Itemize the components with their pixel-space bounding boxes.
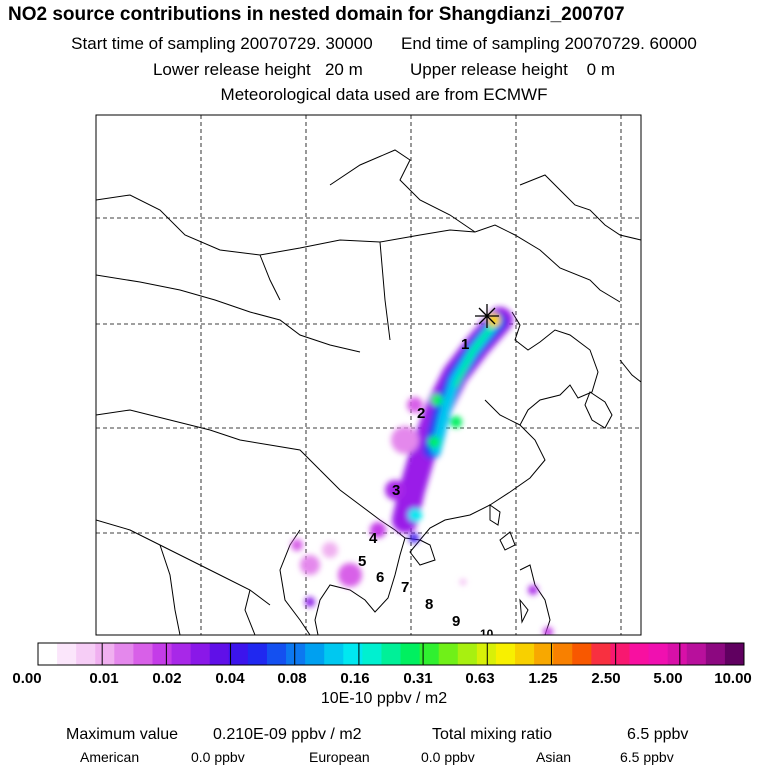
map-frame [95, 114, 642, 636]
colorbar-tick: 0.00 [12, 670, 42, 687]
colorbar-tick: 5.00 [653, 670, 683, 687]
trajectory-label-7: 7 [401, 579, 410, 596]
colorbar-tick: 0.63 [465, 670, 495, 687]
colorbar-swatch [76, 643, 96, 665]
european-label: European [309, 749, 370, 765]
concentration-plume [291, 307, 553, 635]
sampling-time-line: Start time of sampling 20070729. 30000 E… [71, 34, 697, 53]
trajectory-label-9: 9 [452, 613, 461, 630]
meteorological-data-line: Meteorological data used are from ECMWF [220, 85, 548, 104]
american-value: 0.0 ppbv [191, 749, 245, 765]
release-height-line: Lower release height 20 m Upper release … [152, 60, 616, 79]
colorbar-swatch [400, 643, 421, 665]
trajectory-label-1: 1 [461, 336, 470, 353]
colorbar-swatch [266, 643, 287, 665]
colorbar-swatch [553, 643, 573, 665]
colorbar-tick: 10.00 [714, 670, 752, 687]
colorbar-swatch [286, 643, 306, 665]
trajectory-label-2: 2 [417, 405, 426, 422]
colorbar-swatch [133, 643, 153, 665]
colorbar-swatch [228, 643, 249, 665]
max-value: 0.210E-09 ppbv / m2 [213, 726, 362, 743]
colorbar-swatch [495, 643, 516, 665]
colorbar-swatch [438, 643, 459, 665]
colorbar-swatch [476, 643, 497, 665]
colorbar-tick: 0.08 [277, 670, 307, 687]
trajectory-label-3: 3 [392, 482, 401, 499]
colorbar-swatch [57, 643, 77, 665]
total-mixing-label: Total mixing ratio [432, 726, 553, 743]
colorbar-swatch [724, 643, 745, 665]
european-value: 0.0 ppbv [421, 749, 475, 765]
trajectory-label-6: 6 [376, 569, 385, 586]
coastlines [96, 149, 641, 635]
colorbar-swatch [705, 643, 726, 665]
colorbar-swatch [171, 643, 192, 665]
colorbar-tick: 0.02 [152, 670, 182, 687]
colorbar-unit: 10E-10 ppbv / m2 [320, 690, 448, 707]
colorbar-swatch [247, 643, 268, 665]
asian-label: Asian [536, 749, 572, 765]
colorbar-swatch [515, 643, 535, 665]
colorbar-swatch [305, 643, 325, 665]
colorbar-swatch [362, 643, 382, 665]
colorbar-tick: 0.04 [215, 670, 245, 687]
graticule [96, 115, 641, 635]
colorbar-swatch [572, 643, 592, 665]
colorbar-swatch [419, 643, 440, 665]
trajectory-label-5: 5 [358, 553, 367, 570]
colorbar-tick: 0.01 [89, 670, 119, 687]
colorbar-swatch [343, 643, 363, 665]
colorbar-swatch [324, 643, 344, 665]
colorbar-swatch [457, 643, 478, 665]
plot-title: NO2 source contributions in nested domai… [8, 4, 625, 25]
colorbar-tick: 0.16 [340, 670, 370, 687]
colorbar-tick: 0.31 [403, 670, 433, 687]
trajectory-label-10: 10 [480, 627, 494, 635]
trajectory-label-8: 8 [425, 596, 434, 613]
colorbar-swatch [209, 643, 230, 665]
trajectory-label-4: 4 [369, 530, 378, 547]
colorbar-tick: 2.50 [591, 670, 621, 687]
map-area [96, 115, 641, 635]
colorbar-swatch [114, 643, 134, 665]
max-value-label: Maximum value [66, 726, 179, 743]
colorbar-frame [37, 642, 745, 666]
total-mixing-value: 6.5 ppbv [627, 726, 689, 743]
colorbar-swatch [152, 643, 173, 665]
colorbar [37, 642, 745, 666]
colorbar-tick: 1.25 [528, 670, 558, 687]
star-icon [475, 304, 499, 328]
colorbar-swatch [648, 643, 669, 665]
colorbar-swatch [667, 643, 688, 665]
colorbar-swatch [610, 643, 631, 665]
colorbar-swatch [629, 643, 650, 665]
american-label: American [80, 749, 140, 765]
colorbar-swatch [38, 643, 58, 665]
colorbar-swatch [190, 643, 211, 665]
colorbar-swatch [591, 643, 611, 665]
colorbar-swatch [95, 643, 115, 665]
asian-value: 6.5 ppbv [620, 749, 674, 765]
colorbar-swatch [381, 643, 402, 665]
colorbar-swatch [534, 643, 554, 665]
colorbar-swatch [686, 643, 707, 665]
